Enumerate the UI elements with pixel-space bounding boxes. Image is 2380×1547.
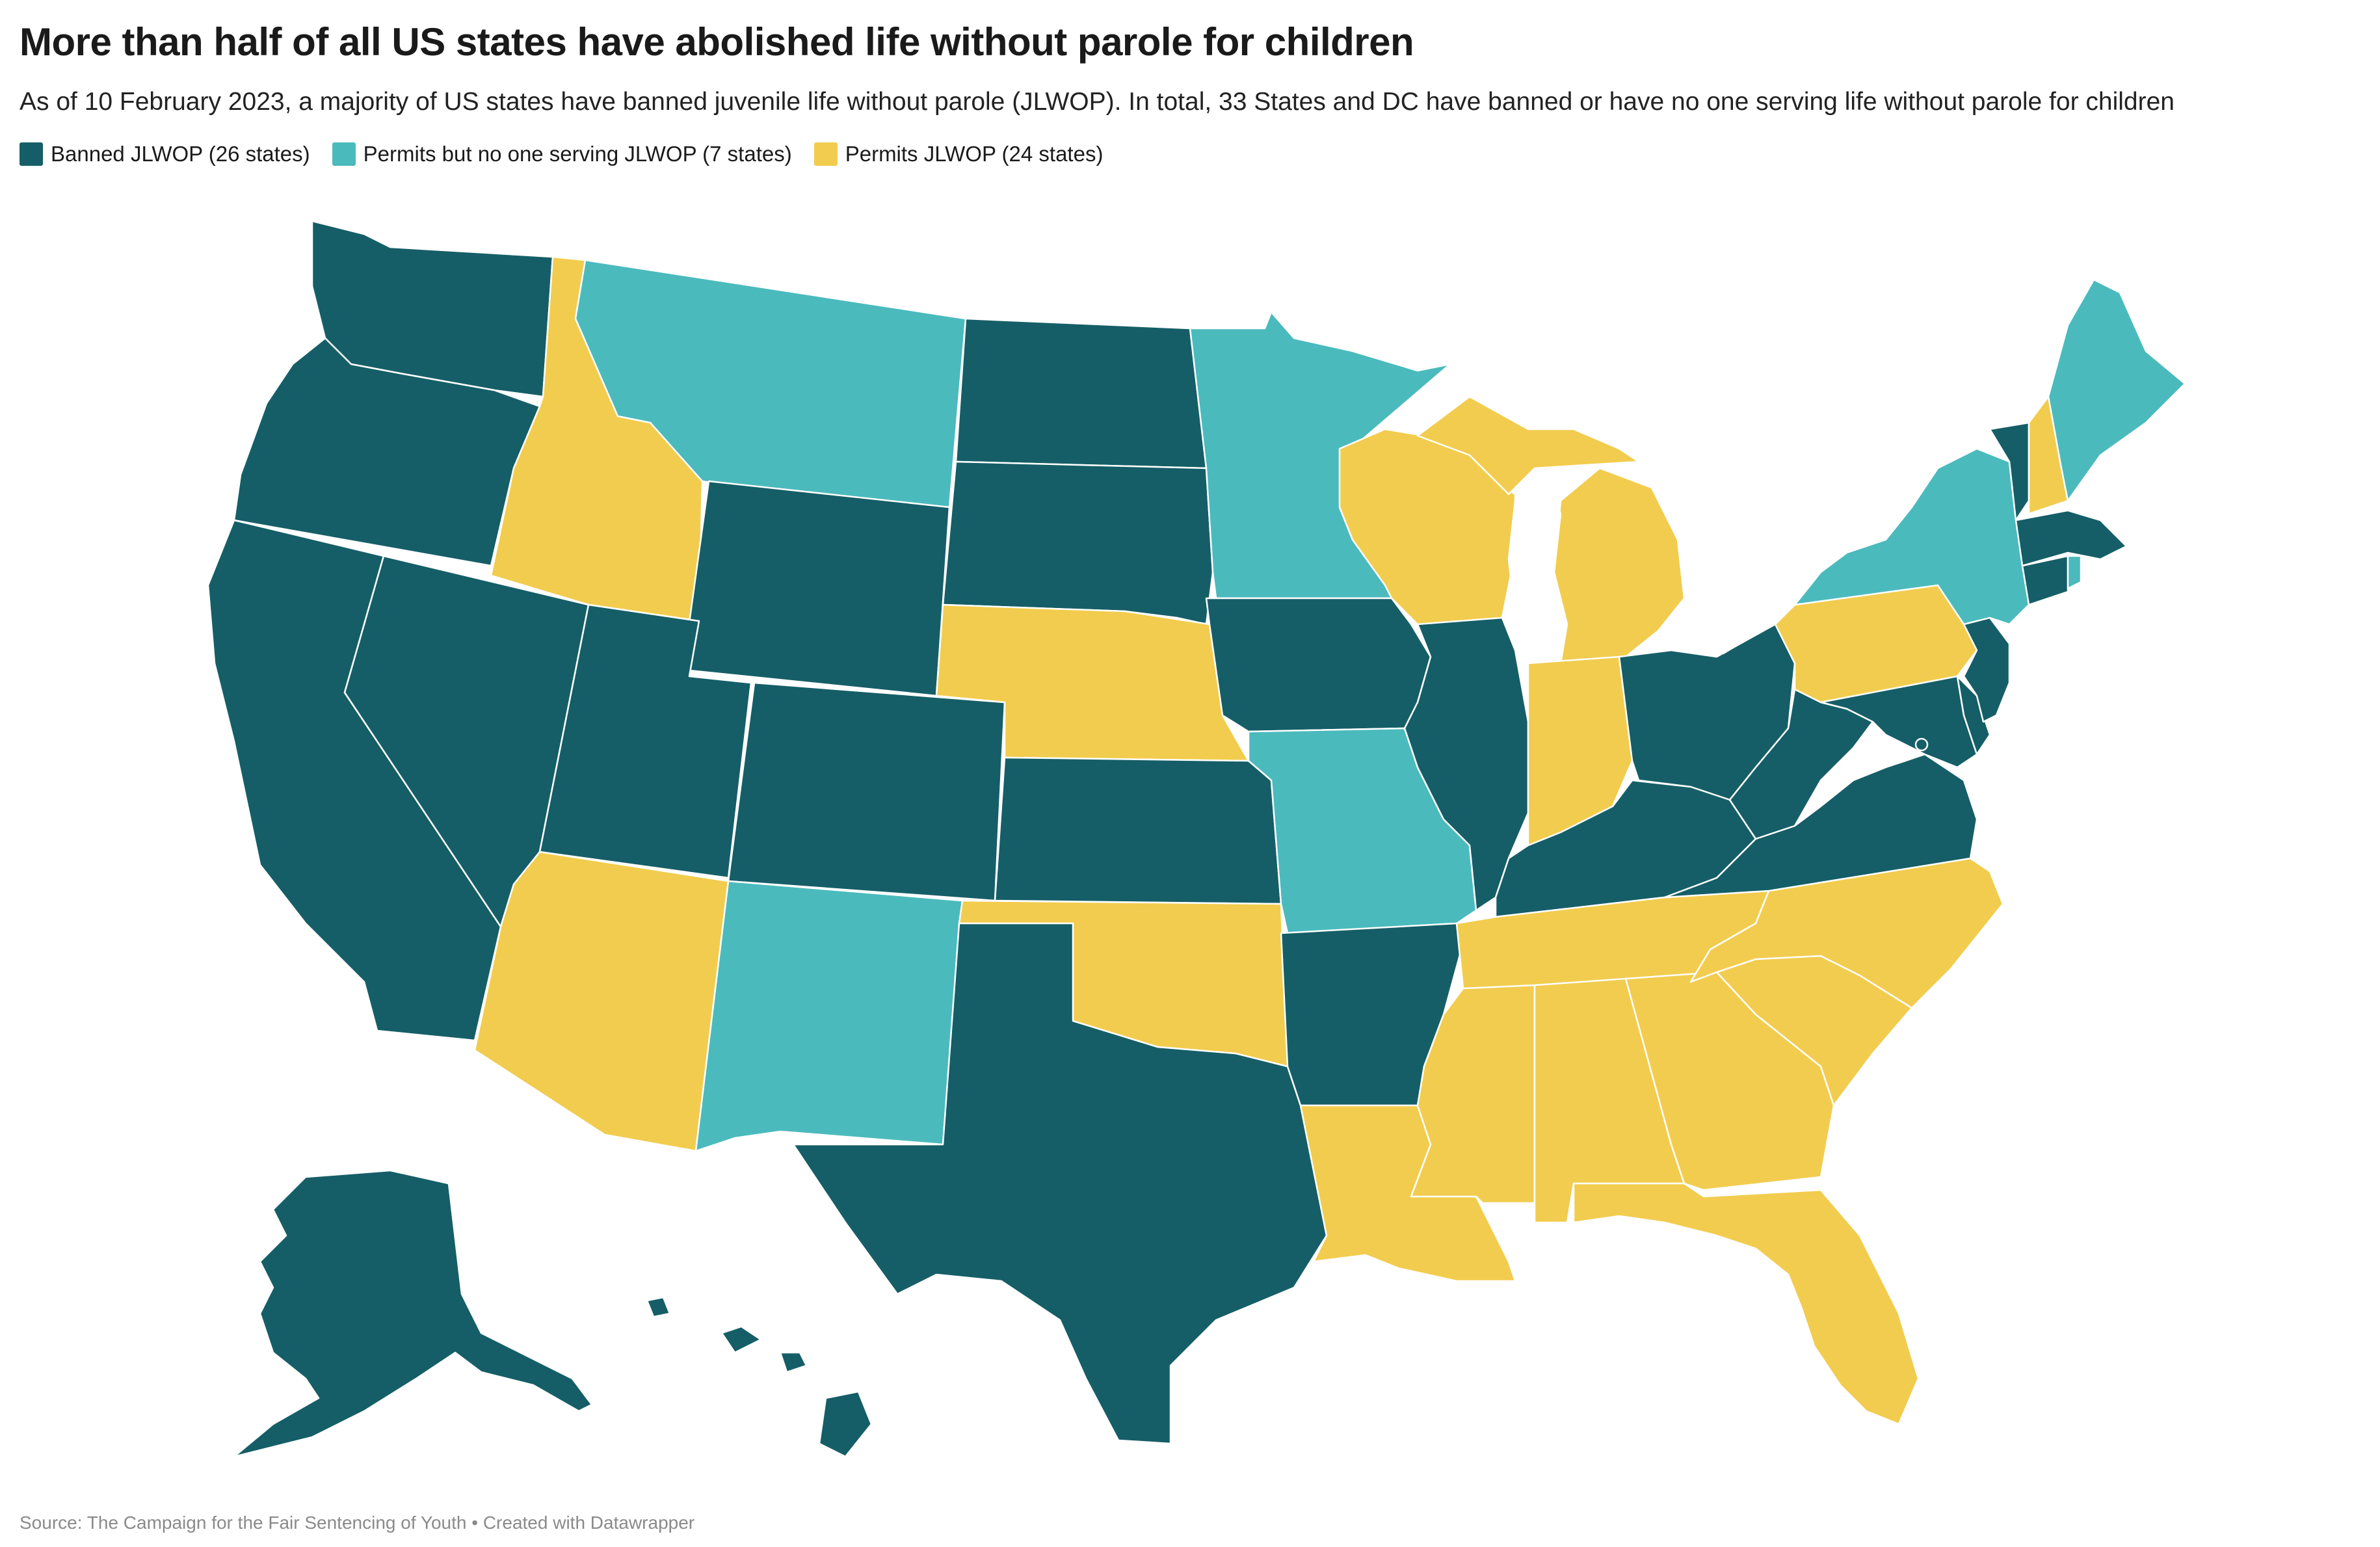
legend-swatch-permits — [813, 142, 838, 166]
state-DE[interactable] — [1956, 675, 1991, 756]
state-TX[interactable] — [792, 922, 1328, 1445]
state-ND[interactable] — [955, 317, 1208, 469]
legend-item-banned: Banned JLWOP (26 states) — [20, 142, 310, 166]
lake-erie — [1715, 603, 1796, 655]
state-FL[interactable] — [1572, 1182, 1920, 1425]
state-AZ[interactable] — [473, 851, 730, 1152]
state-MI[interactable] — [1416, 395, 1686, 665]
chart-title: More than half of all US states have abo… — [20, 20, 1414, 64]
state-WY[interactable] — [681, 480, 951, 697]
state-MT[interactable] — [574, 259, 967, 509]
state-HI[interactable] — [646, 1296, 873, 1458]
legend-label-permits: Permits JLWOP (24 states) — [845, 142, 1104, 166]
legend-label-banned: Banned JLWOP (26 states) — [51, 142, 310, 166]
state-RI[interactable] — [2067, 555, 2082, 590]
state-SD[interactable] — [942, 460, 1214, 626]
state-IA[interactable] — [1205, 597, 1432, 733]
legend-swatch-no-one-serving — [332, 142, 356, 166]
source-note: Source: The Campaign for the Fair Senten… — [20, 1513, 695, 1533]
state-DC[interactable] — [1914, 737, 1929, 752]
state-WV[interactable] — [1728, 688, 1874, 840]
state-NJ[interactable] — [1963, 616, 2011, 723]
chart-subtitle: As of 10 February 2023, a majority of US… — [20, 88, 2175, 116]
state-NC[interactable] — [1689, 857, 2004, 1009]
state-VT[interactable] — [1989, 421, 2030, 522]
legend-swatch-banned — [20, 142, 43, 166]
legend-label-no-one-serving: Permits but no one serving JLWOP (7 stat… — [363, 142, 792, 166]
state-ME[interactable] — [2047, 278, 2186, 502]
state-CT[interactable] — [2021, 555, 2069, 606]
state-CO[interactable] — [727, 681, 1006, 902]
state-IL[interactable] — [1403, 616, 1529, 912]
lake-michigan — [1507, 480, 1562, 652]
legend-item-no-one-serving: Permits but no one serving JLWOP (7 stat… — [332, 142, 792, 166]
state-AK[interactable] — [233, 1169, 593, 1458]
state-NM[interactable] — [694, 880, 964, 1152]
legend: Banned JLWOP (26 states) Permits but no … — [20, 142, 1103, 166]
state-OR[interactable] — [233, 337, 541, 567]
state-KS[interactable] — [994, 756, 1282, 905]
legend-item-permits: Permits JLWOP (24 states) — [813, 142, 1104, 166]
